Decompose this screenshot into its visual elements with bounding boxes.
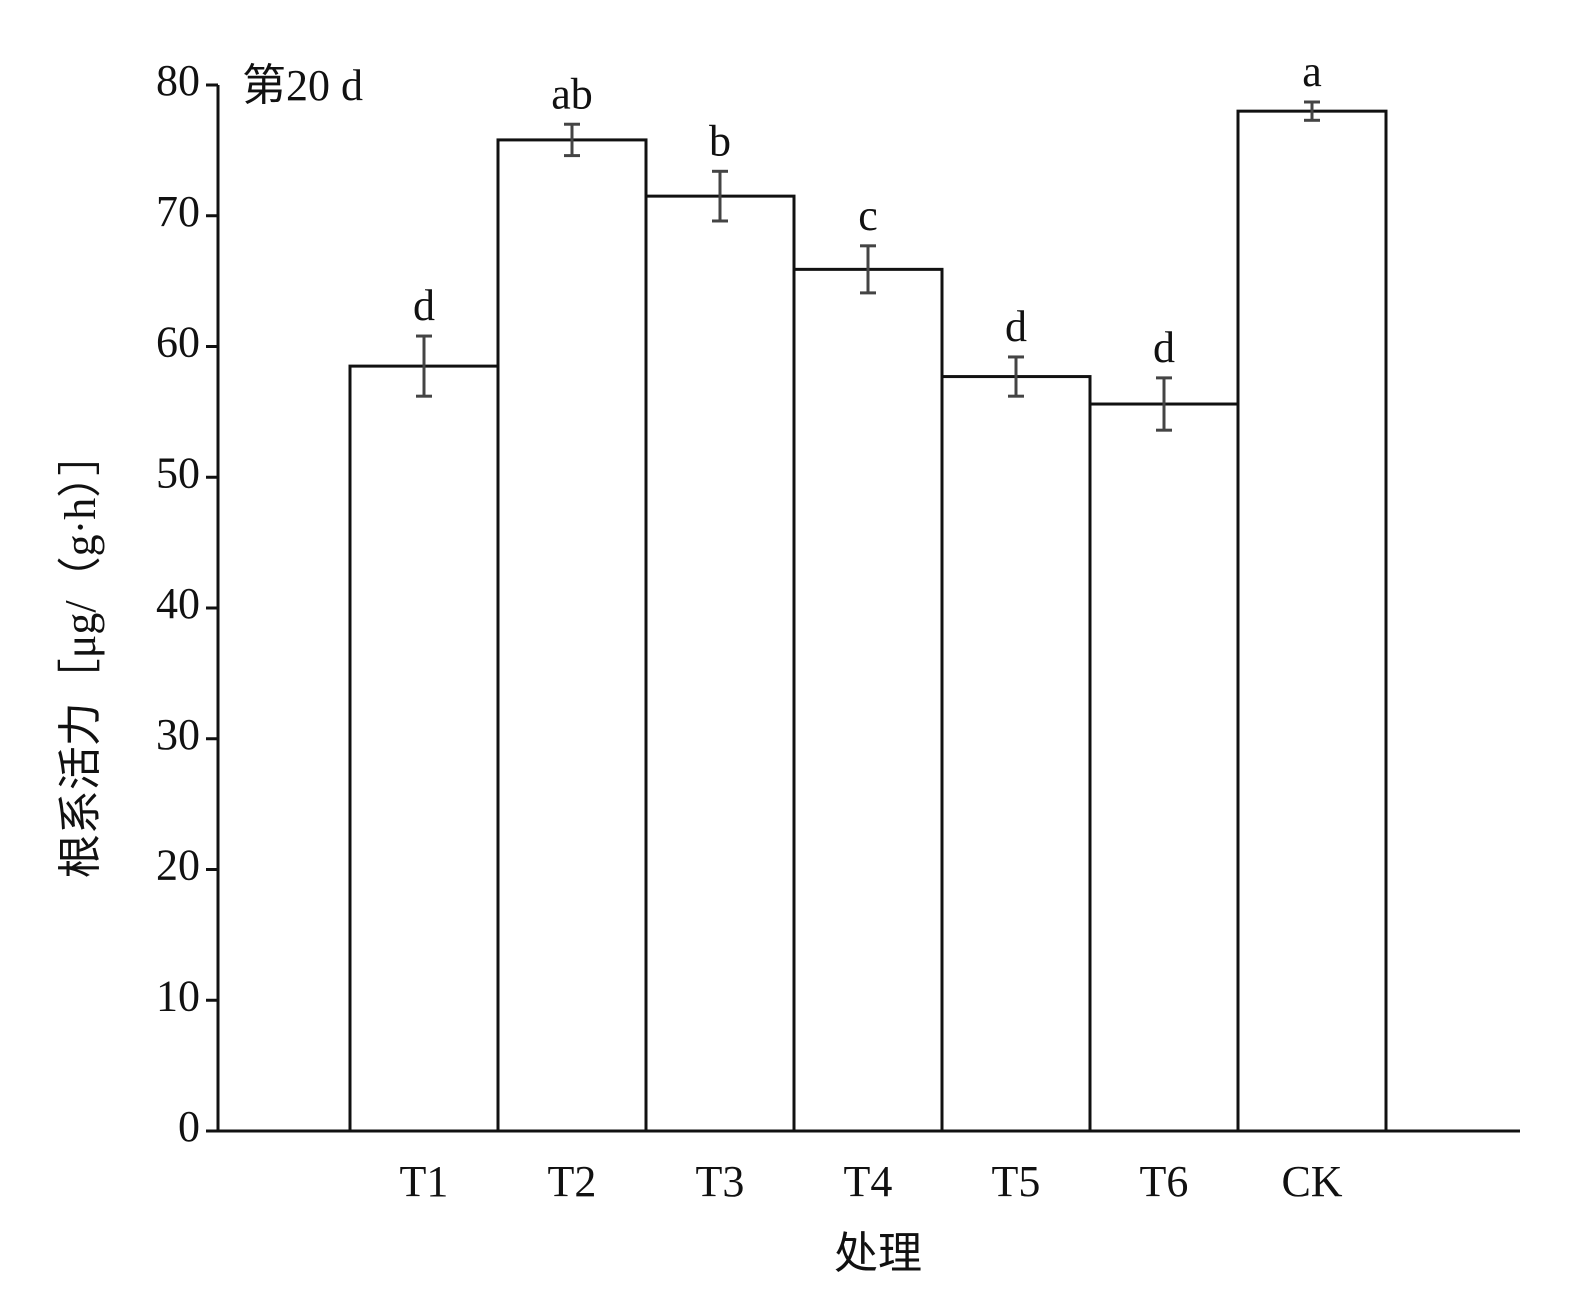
significance-label: ab bbox=[551, 69, 593, 118]
error-bar bbox=[860, 244, 876, 295]
bar bbox=[1236, 109, 1388, 1133]
y-tick-label: 30 bbox=[156, 710, 200, 759]
bar bbox=[644, 194, 796, 1133]
error-bar bbox=[416, 334, 432, 398]
significance-label: d bbox=[1153, 323, 1175, 372]
significance-label: b bbox=[709, 116, 731, 165]
x-tick-label: T5 bbox=[992, 1157, 1041, 1206]
x-axis-label: 处理 bbox=[834, 1229, 922, 1278]
y-tick-label: 20 bbox=[156, 841, 200, 890]
x-tick-label: T3 bbox=[696, 1157, 745, 1206]
error-bar bbox=[564, 122, 580, 158]
x-tick-label: T4 bbox=[844, 1157, 893, 1206]
x-tick-label: T1 bbox=[400, 1157, 449, 1206]
bar bbox=[496, 138, 648, 1133]
bar bbox=[940, 375, 1092, 1133]
y-tick-label: 50 bbox=[156, 448, 200, 497]
y-tick-label: 70 bbox=[156, 187, 200, 236]
x-tick-label: T6 bbox=[1140, 1157, 1189, 1206]
error-bar bbox=[1008, 355, 1024, 398]
y-tick-label: 10 bbox=[156, 971, 200, 1020]
x-tick-label: T2 bbox=[548, 1157, 597, 1206]
y-tick-label: 0 bbox=[178, 1102, 200, 1151]
y-axis-label: 根系活力［μg/（g·h）］ bbox=[56, 432, 105, 878]
error-bar bbox=[1156, 376, 1172, 432]
error-bar bbox=[712, 169, 728, 223]
significance-label: c bbox=[858, 191, 878, 240]
significance-label: d bbox=[1005, 302, 1027, 351]
y-tick-label: 40 bbox=[156, 579, 200, 628]
significance-label: d bbox=[413, 281, 435, 330]
annotation: 第20 d bbox=[242, 61, 363, 110]
bar bbox=[348, 364, 500, 1133]
significance-label: a bbox=[1302, 47, 1322, 96]
bar bbox=[1088, 402, 1240, 1133]
y-tick-label: 80 bbox=[156, 56, 200, 105]
y-tick-label: 60 bbox=[156, 318, 200, 367]
x-tick-label: CK bbox=[1281, 1157, 1342, 1206]
bar bbox=[792, 267, 944, 1133]
error-bar bbox=[1304, 100, 1320, 122]
